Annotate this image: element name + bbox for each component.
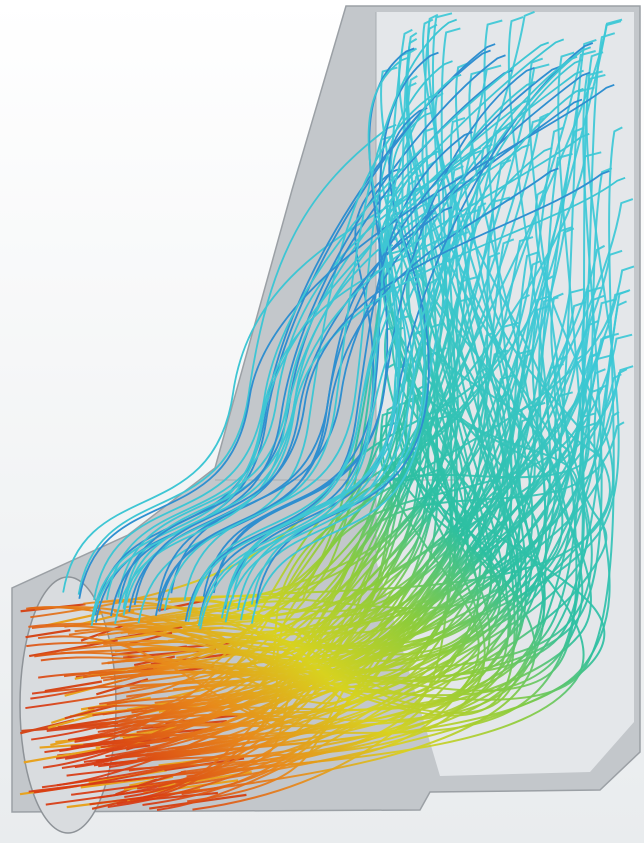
- page: (() => { const svg = document.getElement…: [0, 0, 644, 843]
- scene: [0, 0, 644, 843]
